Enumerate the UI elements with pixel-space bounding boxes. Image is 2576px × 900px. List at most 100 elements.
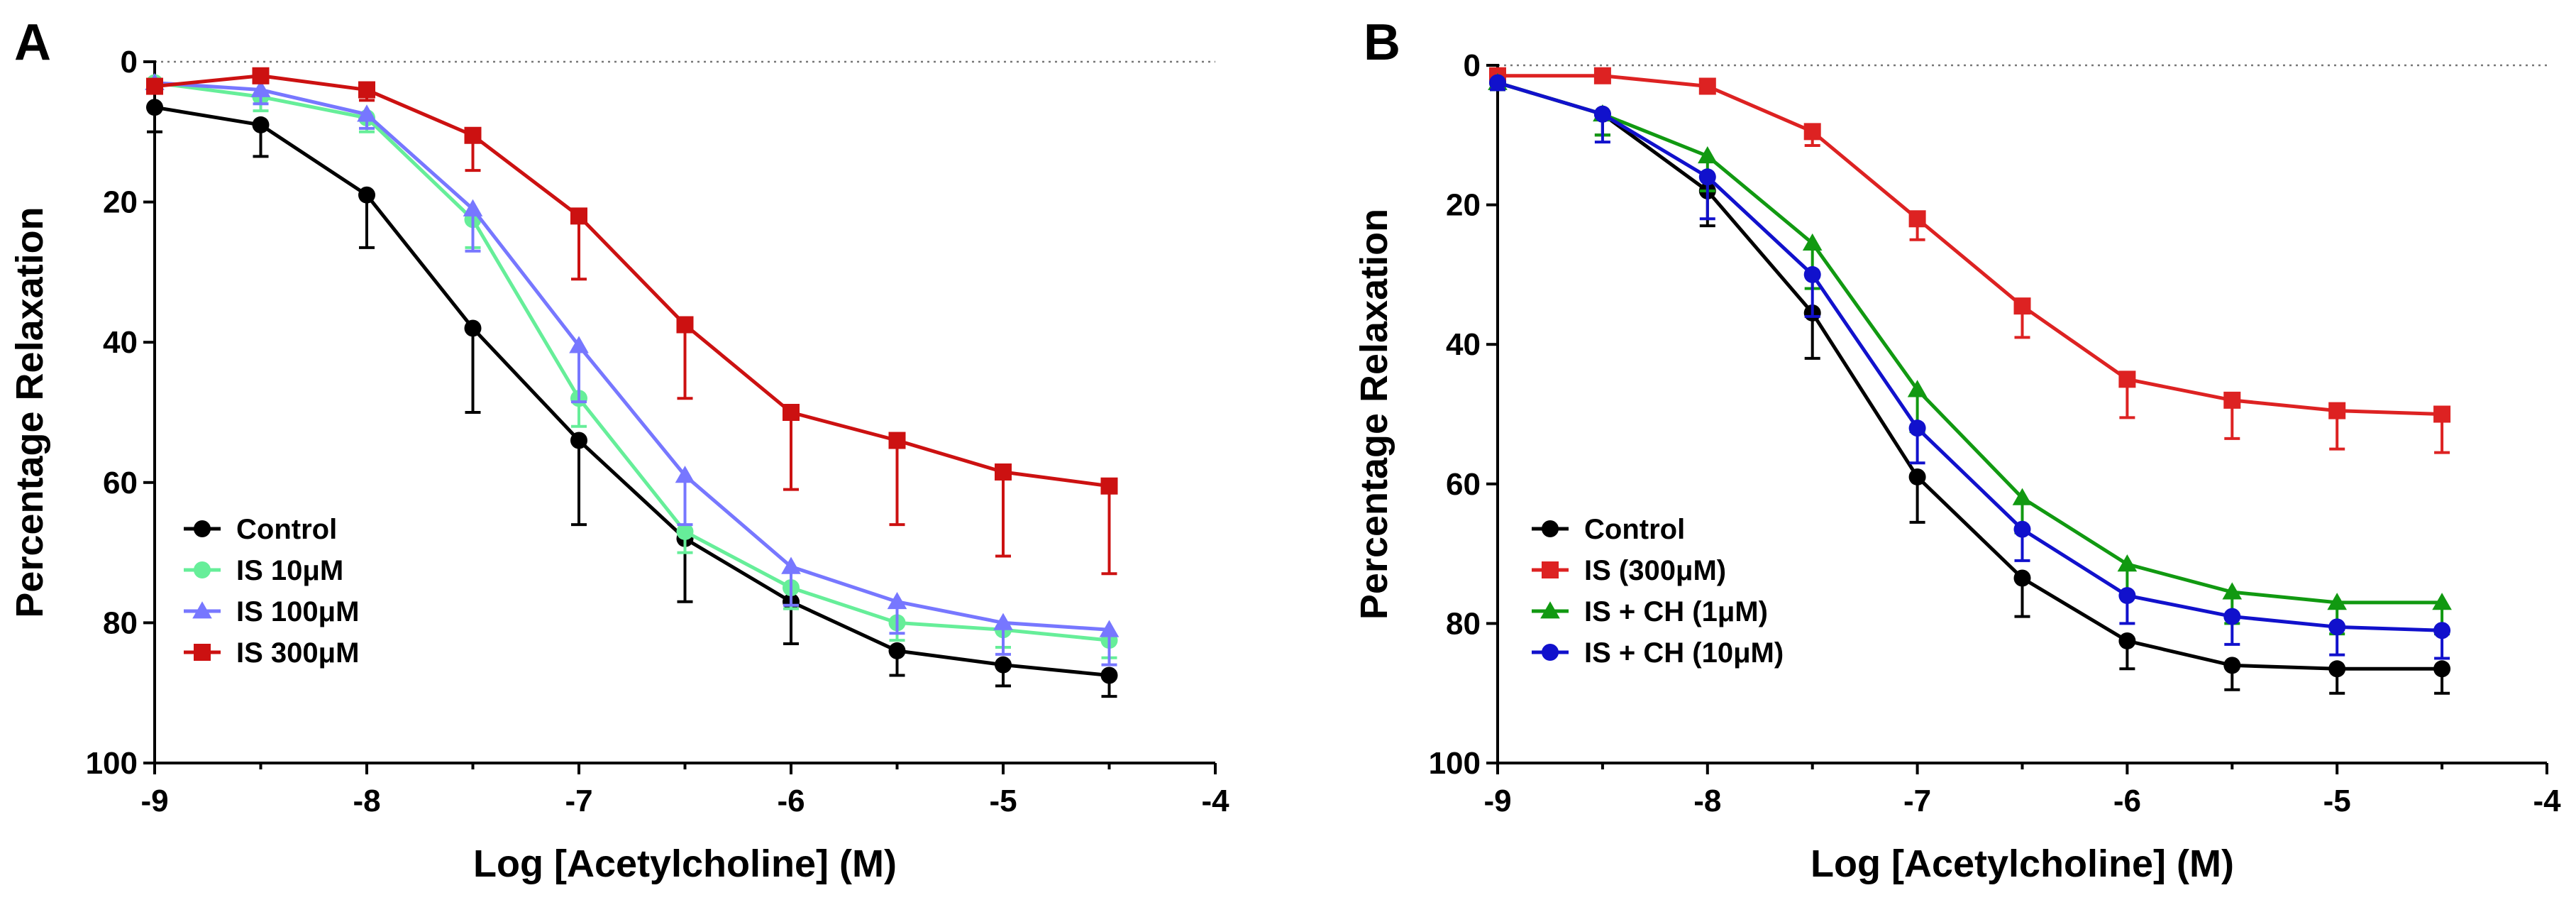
y-tick-label: 20 bbox=[103, 185, 138, 220]
data-point bbox=[995, 656, 1012, 674]
x-axis-title: Log [Acetylcholine] (M) bbox=[1811, 843, 2234, 885]
data-point bbox=[2117, 554, 2138, 572]
data-point bbox=[464, 126, 482, 144]
data-point bbox=[2223, 608, 2241, 625]
legend-label: IS 300μM bbox=[236, 637, 359, 669]
data-point bbox=[888, 642, 906, 659]
data-point bbox=[2328, 660, 2346, 678]
series-line bbox=[154, 81, 1110, 632]
data-point bbox=[1593, 105, 1611, 123]
data-point bbox=[887, 591, 907, 610]
data-point bbox=[1803, 123, 1821, 141]
data-point bbox=[781, 556, 801, 574]
data-point bbox=[2013, 297, 2031, 315]
data-point bbox=[252, 116, 270, 133]
series-line bbox=[1497, 81, 2443, 671]
series-is-ch-10-m bbox=[1489, 74, 2451, 660]
x-tick-label: -4 bbox=[1201, 784, 1229, 818]
data-point bbox=[2118, 587, 2136, 605]
x-tick-label: -7 bbox=[1903, 784, 1931, 818]
data-point bbox=[252, 67, 270, 84]
legend: Control IS 10μM IS 100μM IS 300μM bbox=[184, 514, 359, 669]
panel-letter-a: A bbox=[14, 14, 51, 71]
y-tick-label: 0 bbox=[1464, 48, 1481, 83]
y-tick-label: 100 bbox=[86, 746, 138, 781]
data-point bbox=[2433, 622, 2451, 640]
data-point bbox=[888, 432, 906, 449]
data-point bbox=[2433, 660, 2451, 678]
legend-label: Control bbox=[1584, 514, 1685, 545]
legend-label: IS + CH (1μM) bbox=[1584, 596, 1768, 627]
data-point bbox=[2328, 402, 2346, 419]
data-point bbox=[2223, 657, 2241, 674]
legend-marker bbox=[1542, 520, 1559, 537]
data-point bbox=[570, 432, 587, 449]
x-tick-label: -6 bbox=[2113, 784, 2141, 818]
panel-letter-b: B bbox=[1364, 14, 1400, 71]
x-axis-title: Log [Acetylcholine] (M) bbox=[473, 843, 897, 885]
legend-label: IS + CH (10μM) bbox=[1584, 637, 1784, 669]
data-point bbox=[2013, 569, 2031, 587]
x-tick-label: -6 bbox=[777, 784, 805, 818]
data-point bbox=[1908, 468, 1926, 485]
data-point bbox=[1099, 620, 1120, 637]
x-tick-label: -8 bbox=[353, 784, 380, 818]
y-tick-label: 40 bbox=[1446, 327, 1481, 362]
data-point bbox=[1698, 146, 1718, 164]
data-point bbox=[1489, 74, 1506, 92]
series-is-300-m bbox=[1489, 67, 2451, 454]
y-tick-label: 80 bbox=[1446, 606, 1481, 641]
data-point bbox=[1802, 233, 1823, 251]
legend-marker bbox=[194, 520, 211, 537]
panel-b: B 0 20 40 60 80 100-9 -8 -7 -6 -5 -4 Log [Acetylcho… bbox=[1353, 14, 2561, 885]
data-point bbox=[2118, 371, 2136, 388]
data-point bbox=[358, 81, 375, 99]
data-point bbox=[1698, 77, 1716, 95]
y-tick-label: 60 bbox=[1446, 467, 1481, 502]
data-point bbox=[995, 463, 1012, 481]
data-point bbox=[569, 336, 589, 353]
legend-marker bbox=[194, 644, 211, 661]
data-point bbox=[464, 319, 482, 337]
data-point bbox=[2118, 632, 2136, 649]
legend-label: IS 10μM bbox=[236, 555, 343, 586]
data-point bbox=[1100, 477, 1118, 495]
data-point bbox=[1908, 419, 1926, 437]
legend-marker bbox=[1542, 561, 1559, 578]
data-point bbox=[1907, 380, 1928, 397]
data-point bbox=[675, 466, 695, 483]
data-point bbox=[676, 316, 694, 334]
panel-a: A 0 20 40 60 80 100-9 -8 -7 -6 -5 -4 Log [Acetylcho… bbox=[9, 14, 1229, 885]
y-axis-title: Percentage Relaxation bbox=[9, 207, 51, 618]
legend-label: IS 100μM bbox=[236, 596, 359, 627]
data-point bbox=[1908, 210, 1926, 228]
legend-marker bbox=[194, 561, 211, 578]
data-point bbox=[2327, 593, 2347, 610]
data-point bbox=[463, 199, 483, 216]
data-point bbox=[1593, 67, 1611, 84]
series-is-ch-1-m bbox=[1488, 72, 2452, 636]
legend-label: Control bbox=[236, 514, 337, 545]
data-point bbox=[783, 404, 800, 421]
series-line bbox=[154, 74, 1110, 488]
data-point bbox=[357, 104, 377, 122]
data-point bbox=[993, 613, 1013, 630]
data-point bbox=[570, 207, 587, 225]
legend-marker bbox=[1540, 601, 1560, 619]
legend: Control IS (300μM) IS + CH (1μM) IS + CH (1… bbox=[1532, 514, 1784, 669]
x-tick-label: -8 bbox=[1693, 784, 1721, 818]
data-point bbox=[2012, 488, 2033, 505]
data-point bbox=[2223, 391, 2241, 409]
data-point bbox=[1698, 168, 1716, 186]
y-tick-label: 100 bbox=[1429, 746, 1481, 781]
x-tick-label: -9 bbox=[140, 784, 168, 818]
data-point bbox=[676, 522, 694, 540]
series-is-100-m bbox=[145, 72, 1120, 666]
x-tick-label: -9 bbox=[1483, 784, 1511, 818]
legend-marker bbox=[1542, 644, 1559, 661]
data-point bbox=[146, 77, 163, 95]
y-tick-label: 60 bbox=[103, 466, 138, 500]
data-point bbox=[2222, 582, 2243, 600]
data-point bbox=[358, 186, 375, 204]
